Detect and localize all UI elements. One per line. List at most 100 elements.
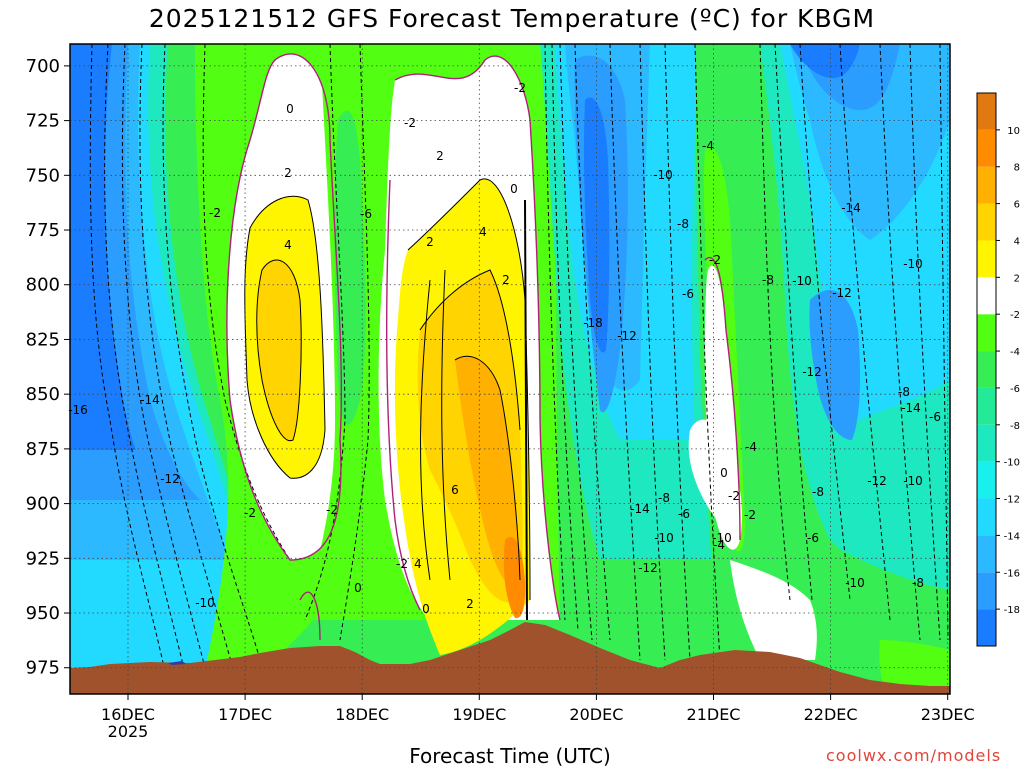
colorbar-swatch xyxy=(977,424,996,462)
x-tick-label: 21DEC xyxy=(687,705,741,724)
contour-label: -14 xyxy=(901,401,921,415)
contour-label: 4 xyxy=(284,238,292,252)
contour-label: 0 xyxy=(510,182,518,196)
contour-label: -12 xyxy=(802,365,822,379)
contour-label: -8 xyxy=(812,485,824,499)
x-tick-label: 17DEC xyxy=(218,705,272,724)
y-tick-label: 725 xyxy=(26,111,60,132)
contour-label: -10 xyxy=(654,531,674,545)
contour-label: -10 xyxy=(792,274,812,288)
contour-label: -2 xyxy=(514,81,526,95)
x-tick-label: 23DEC xyxy=(921,705,975,724)
colorbar-label: -2 xyxy=(1010,310,1020,321)
contour-label: 6 xyxy=(451,483,459,497)
colorbar-swatch xyxy=(977,277,996,315)
colorbar-label: 2 xyxy=(1014,273,1020,284)
colorbar-swatch xyxy=(977,351,996,388)
contour-label: -10 xyxy=(845,576,865,590)
credit-link[interactable]: coolwx.com/models xyxy=(826,746,1002,765)
contour-label: -10 xyxy=(903,257,923,271)
colorbar-label: -12 xyxy=(1004,495,1020,506)
colorbar-swatch xyxy=(977,387,996,425)
contour-label: -2 xyxy=(396,557,408,571)
chart-title: 2025121512 GFS Forecast Temperature (ºC)… xyxy=(148,4,876,33)
contour-label: -10 xyxy=(712,531,732,545)
y-axis: 700 725 750 775 800 825 850 875 900 925 950 975 xyxy=(26,56,70,679)
contour-label: -6 xyxy=(678,507,690,521)
x-tick-label: 19DEC xyxy=(452,705,506,724)
y-tick-label: 800 xyxy=(26,275,60,296)
contour-label: -14 xyxy=(841,201,861,215)
contour-label: -10 xyxy=(195,596,215,610)
contour-label: -8 xyxy=(658,491,670,505)
contour-label: 4 xyxy=(479,225,487,239)
colorbar-swatch xyxy=(977,498,996,536)
colorbar-swatch xyxy=(977,572,996,610)
y-tick-label: 750 xyxy=(26,165,60,186)
colorbar-label: -6 xyxy=(1010,384,1020,395)
y-tick-label: 825 xyxy=(26,329,60,350)
contour-label: 2 xyxy=(436,149,444,163)
y-tick-label: 925 xyxy=(26,548,60,569)
contour-label: -6 xyxy=(682,287,694,301)
colorbar-label: 8 xyxy=(1014,163,1020,174)
grid-lines xyxy=(70,44,950,694)
colorbar-label: -16 xyxy=(1004,568,1020,579)
contour-label: 0 xyxy=(354,581,362,595)
contour-label: -18 xyxy=(583,316,603,330)
x-tick-label: 18DEC xyxy=(335,705,389,724)
underground-patch xyxy=(168,661,186,665)
contour-label: -2 xyxy=(744,508,756,522)
contour-label: -10 xyxy=(903,474,923,488)
x-tick-label: 16DEC xyxy=(101,705,155,724)
contour-labels: -16-14-12-10-2024-2-6-202426-242020-2-2-… xyxy=(68,81,941,616)
colorbar-label: 6 xyxy=(1014,200,1020,211)
contour-label: -2 xyxy=(728,489,740,503)
y-tick-label: 775 xyxy=(26,220,60,241)
contour-label: -2 xyxy=(709,253,721,267)
colorbar-swatch xyxy=(977,609,996,646)
terrain-surface xyxy=(70,622,950,694)
contour-lines xyxy=(89,44,949,694)
colorbar-label: 10 xyxy=(1007,126,1020,137)
contour-label: -6 xyxy=(807,531,819,545)
contour-label: -6 xyxy=(360,207,372,221)
contour-label: 2 xyxy=(502,273,510,287)
x-tick-label: 22DEC xyxy=(804,705,858,724)
x-axis-title: Forecast Time (UTC) xyxy=(409,744,611,768)
colorbar-swatch xyxy=(977,93,996,130)
contour-label: -8 xyxy=(898,385,910,399)
colorbar-label: 4 xyxy=(1014,236,1020,247)
contour-label: -12 xyxy=(638,561,658,575)
y-tick-label: 875 xyxy=(26,439,60,460)
colorbar-swatch xyxy=(977,203,996,241)
contour-label: -12 xyxy=(867,474,887,488)
contour-label: -6 xyxy=(929,410,941,424)
colorbar-swatch xyxy=(977,461,996,499)
colorbar-swatch xyxy=(977,240,996,278)
contour-label: 0 xyxy=(422,602,430,616)
contour-label: -4 xyxy=(745,440,757,454)
y-tick-label: 975 xyxy=(26,658,60,679)
contour-label: -12 xyxy=(617,329,637,343)
contour-label: -12 xyxy=(832,286,852,300)
contour-label: -2 xyxy=(326,503,338,517)
contour-label: -8 xyxy=(762,273,774,287)
contour-label: -8 xyxy=(677,217,689,231)
colorbar-label: -10 xyxy=(1004,458,1020,469)
colorbar: -18 -16 -14 -12 -10 -8 -6 -4 -2 2 4 6 8 10 xyxy=(976,92,1020,647)
contour-label: -4 xyxy=(702,139,714,153)
y-tick-label: 700 xyxy=(26,56,60,77)
x-sublabel: 2025 xyxy=(108,722,149,741)
y-tick-label: 850 xyxy=(26,384,60,405)
colorbar-label: -8 xyxy=(1010,421,1020,432)
colorbar-swatch xyxy=(977,314,996,352)
contour-label: 4 xyxy=(414,557,422,571)
contour-label: -12 xyxy=(160,472,180,486)
x-tick-label: 20DEC xyxy=(569,705,623,724)
colorbar-label: -14 xyxy=(1004,531,1020,542)
contour-label: -8 xyxy=(912,576,924,590)
contour-label: 0 xyxy=(286,102,294,116)
contour-label: -2 xyxy=(209,206,221,220)
